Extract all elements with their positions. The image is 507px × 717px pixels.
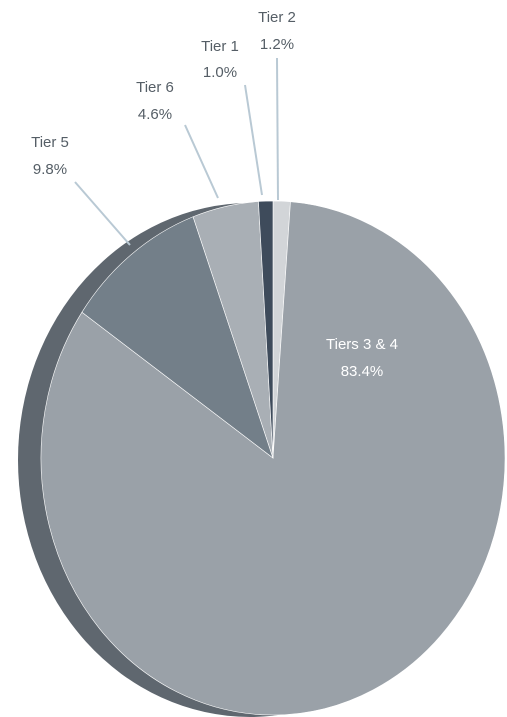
slice-label: Tier 1: [201, 38, 239, 55]
slice-label: Tiers 3 & 4: [326, 336, 398, 353]
pie-slice: [258, 200, 274, 459]
leader-line: [244, 84, 263, 196]
slice-value-label: 1.2%: [260, 36, 294, 53]
slice-value-label: 83.4%: [341, 363, 384, 380]
pie-slice: [81, 216, 274, 459]
slice-label: Tier 6: [136, 79, 174, 96]
slice-value-label: 9.8%: [33, 161, 67, 178]
slice-value-label: 1.0%: [203, 64, 237, 81]
leader-line: [184, 124, 219, 199]
slice-label: Tier 5: [31, 134, 69, 151]
slice-label: Tier 2: [258, 9, 296, 26]
leader-line: [74, 181, 131, 246]
leader-line: [276, 57, 279, 201]
slice-value-label: 4.6%: [138, 106, 172, 123]
